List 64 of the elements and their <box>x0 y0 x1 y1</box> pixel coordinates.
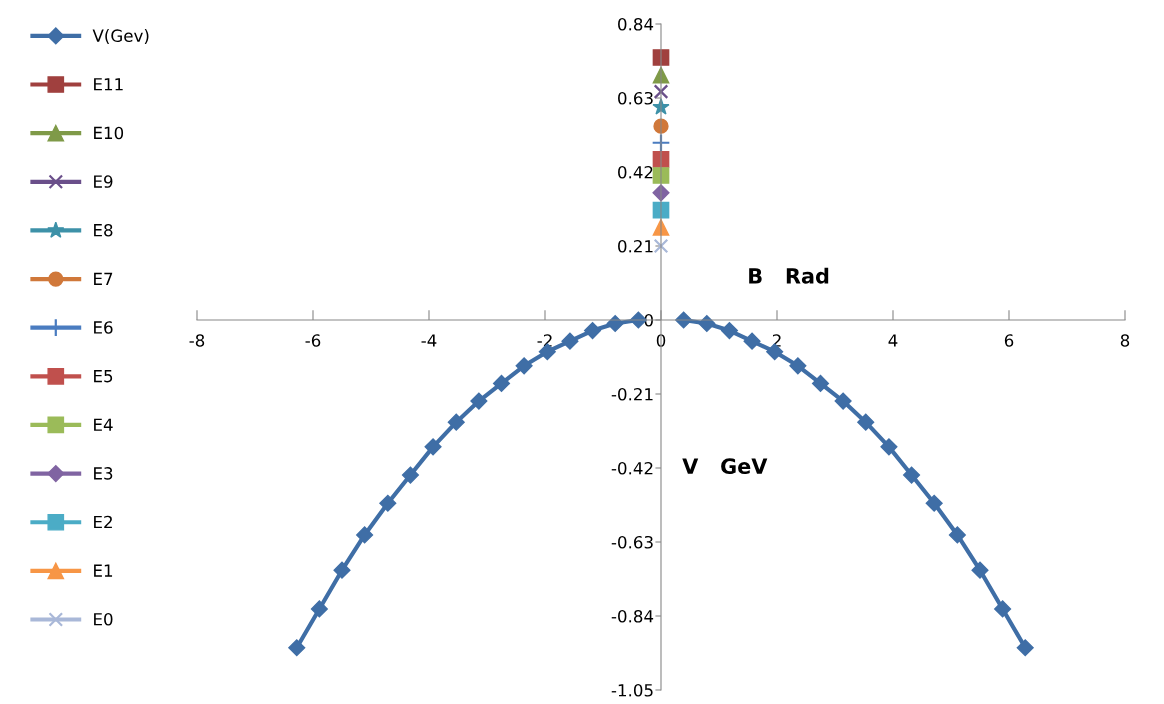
point <box>288 639 306 657</box>
point <box>948 526 966 544</box>
point <box>1016 639 1034 657</box>
legend-label: E2 <box>94 515 112 529</box>
point <box>971 561 989 579</box>
x-tick-label: 6 <box>1004 334 1014 347</box>
point <box>310 600 328 618</box>
point <box>401 466 419 484</box>
point <box>743 332 761 350</box>
legend-label: E10 <box>94 126 124 140</box>
point <box>333 561 351 579</box>
x-tick-label: -6 <box>305 334 321 347</box>
legend-label: E8 <box>94 223 113 237</box>
point <box>356 526 374 544</box>
point <box>834 392 852 410</box>
point <box>652 167 670 184</box>
point <box>447 413 465 431</box>
y-tick-label: 0.42 <box>618 165 653 179</box>
x-tick-label: -4 <box>421 334 437 347</box>
x-tick-label: -8 <box>189 334 205 347</box>
legend-label: E6 <box>94 321 113 334</box>
point <box>811 374 830 392</box>
y-tick-label: -0.21 <box>611 387 653 401</box>
point <box>584 322 602 340</box>
legend-label: E7 <box>94 272 113 285</box>
legend-label: E1 <box>94 564 113 577</box>
x-tick-label: 8 <box>1120 334 1130 347</box>
legend-label: E9 <box>94 175 113 188</box>
legend-label: E11 <box>94 78 123 91</box>
point <box>925 494 943 512</box>
y-tick-label: 0 <box>644 313 653 327</box>
y-tick-label: 0.84 <box>618 17 654 31</box>
y-tick-label: 0.63 <box>618 91 653 105</box>
point <box>379 494 397 512</box>
point <box>698 314 716 333</box>
x-axis-title: B Rad <box>749 267 829 284</box>
legend-label: E4 <box>94 418 113 431</box>
point <box>470 392 488 410</box>
x-tick-label: 4 <box>888 334 898 347</box>
legend-label: E0 <box>94 612 113 626</box>
point <box>903 466 921 484</box>
x-tick-label: 0 <box>656 334 666 347</box>
point <box>880 438 898 456</box>
point <box>857 413 875 431</box>
point <box>994 600 1012 618</box>
y-tick-label: -0.63 <box>611 535 653 549</box>
legend-label: E3 <box>94 467 113 480</box>
y-axis-title: V GeV <box>682 458 768 475</box>
point <box>492 374 511 392</box>
y-tick-label: -0.42 <box>611 461 653 475</box>
point <box>653 84 669 100</box>
y-tick-label: 0.21 <box>618 239 653 253</box>
y-tick-label: -0.84 <box>611 609 654 623</box>
point <box>652 49 670 66</box>
point <box>653 238 669 254</box>
y-tick-label: -1.05 <box>611 683 653 697</box>
point <box>515 357 533 375</box>
legend-label: E5 <box>94 370 113 383</box>
legend-label: V(Gev) <box>92 29 149 44</box>
point <box>424 438 442 456</box>
point <box>789 357 807 375</box>
point <box>606 314 624 333</box>
point <box>720 322 738 340</box>
point <box>561 332 579 350</box>
